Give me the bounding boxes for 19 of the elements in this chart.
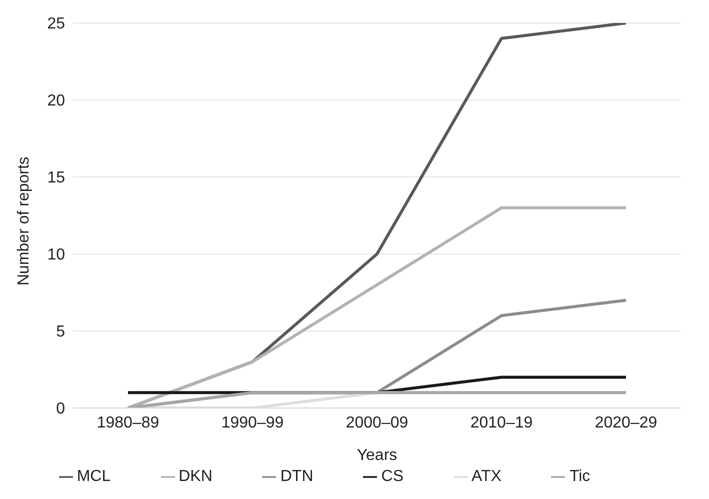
x-axis-title: Years <box>356 447 398 464</box>
x-tick-label: 2010–19 <box>470 414 533 432</box>
y-tick-label: 15 <box>47 170 66 187</box>
x-tick-label: 1990–99 <box>221 414 284 432</box>
x-tick-label: 2020–29 <box>594 414 658 432</box>
legend-label: DKN <box>178 468 212 485</box>
y-tick-label: 5 <box>56 324 66 341</box>
y-tick-label: 10 <box>47 246 66 264</box>
y-tick-label: 25 <box>47 16 66 33</box>
y-tick-label: 20 <box>47 92 66 110</box>
legend-label: DTN <box>280 468 314 485</box>
y-axis-title: Number of reports <box>16 156 33 286</box>
legend-label: MCL <box>76 468 111 485</box>
x-tick-label: 2000–09 <box>346 414 408 432</box>
y-tick-label: 0 <box>56 400 66 418</box>
legend-label: ATX <box>472 468 502 485</box>
legend-label: CS <box>381 468 404 485</box>
x-tick-label: 1980–89 <box>96 414 160 432</box>
legend-label: Tic <box>569 468 590 485</box>
